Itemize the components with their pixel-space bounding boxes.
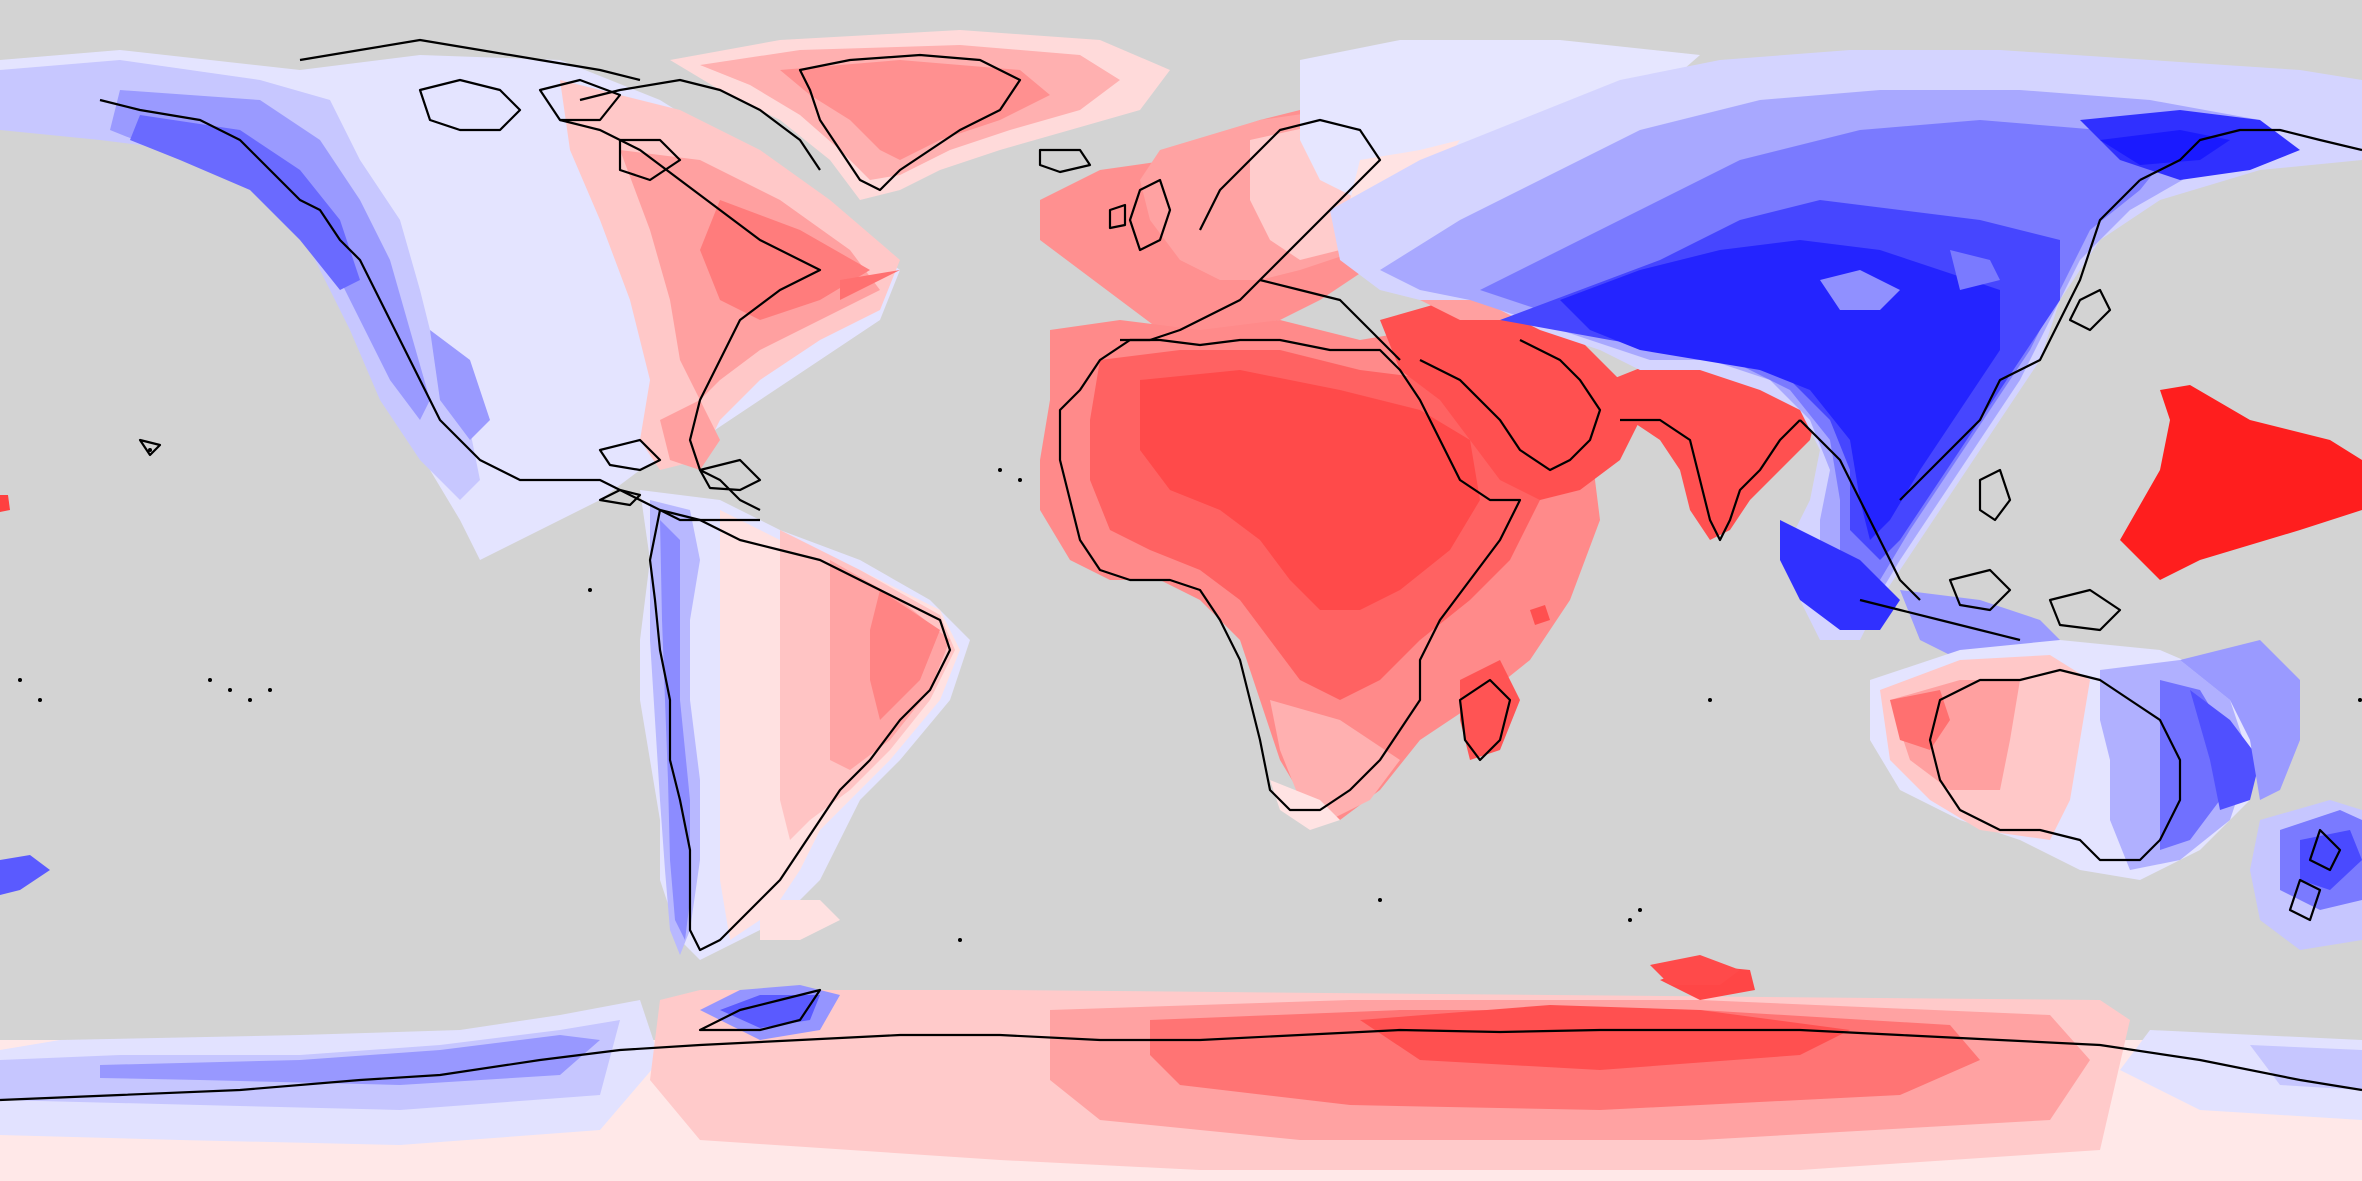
new-zealand-field (2250, 800, 2362, 950)
coastlines (0, 38, 2362, 1102)
africa-field (1040, 320, 1600, 830)
island-dots (18, 448, 2362, 942)
fringe-field (0, 495, 1740, 985)
asia-field (1330, 50, 2362, 680)
antarctica-field (0, 965, 2362, 1181)
australia-field (1870, 640, 2300, 880)
pacific-patch-field (2120, 385, 2362, 580)
south-america-field (640, 490, 970, 960)
india-field (1610, 360, 1820, 540)
